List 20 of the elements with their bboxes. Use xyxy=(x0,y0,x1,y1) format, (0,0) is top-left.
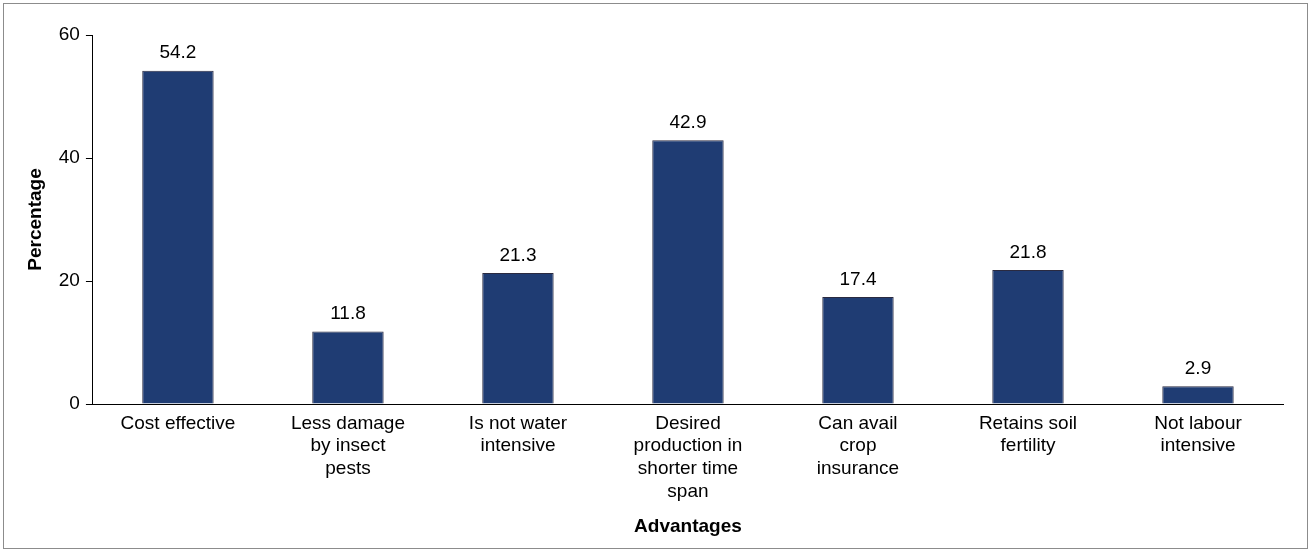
y-tick-label: 20 xyxy=(58,269,80,291)
data-label: 17.4 xyxy=(839,267,877,289)
x-tick-label: Retains soil fertility xyxy=(978,411,1078,456)
x-tick-label: Can avail crop insurance xyxy=(816,411,900,479)
x-tick-label: Not labour intensive xyxy=(1154,411,1243,456)
data-label: 42.9 xyxy=(669,110,707,132)
x-tick-label: Cost effective xyxy=(120,411,236,433)
data-label: 54.2 xyxy=(159,41,197,63)
x-tick-label: Less damage by insect pests xyxy=(290,411,405,479)
y-tick-label: 0 xyxy=(69,392,80,414)
data-label: 11.8 xyxy=(330,302,366,324)
data-label: 21.8 xyxy=(1009,240,1047,262)
data-label: 21.3 xyxy=(499,243,537,265)
y-tick-label: 60 xyxy=(58,23,80,45)
data-label: 2.9 xyxy=(1184,356,1212,378)
x-tick-label: Desired production in shorter time span xyxy=(633,411,743,502)
y-axis-title: Percentage xyxy=(23,168,45,271)
x-tick-label: Is not water intensive xyxy=(468,411,568,456)
y-tick-label: 40 xyxy=(58,146,80,168)
x-axis-title: Advantages xyxy=(634,514,742,536)
